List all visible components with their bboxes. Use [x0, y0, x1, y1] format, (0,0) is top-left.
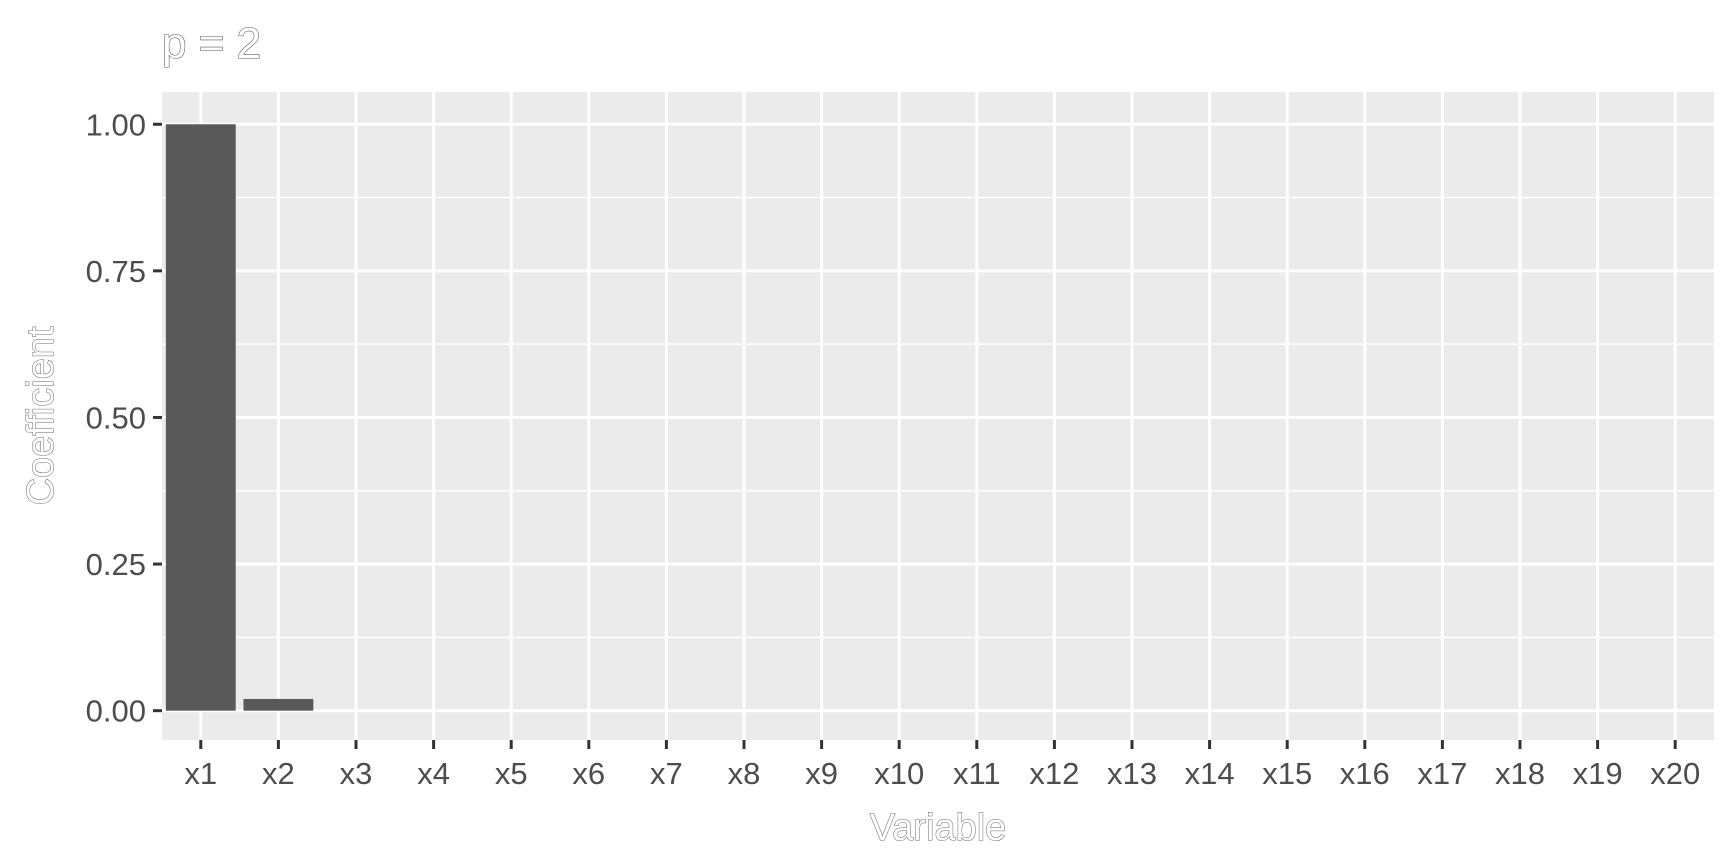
y-tick-label: 0.50 [86, 400, 146, 435]
x-tick-label-x3: x3 [340, 756, 373, 791]
x-tick-label-x10: x10 [874, 756, 924, 791]
x-tick-label-x8: x8 [728, 756, 761, 791]
chart-title: p = 2 [162, 19, 261, 68]
x-tick-label-x2: x2 [262, 756, 295, 791]
y-tick-label: 0.75 [86, 254, 146, 289]
y-axis-title: Coefficient [20, 326, 62, 505]
x-tick-label-x9: x9 [805, 756, 838, 791]
bars [165, 124, 314, 711]
x-tick-label-x16: x16 [1340, 756, 1390, 791]
x-tick-label-x4: x4 [417, 756, 450, 791]
y-tick-label: 0.00 [86, 694, 146, 729]
x-tick-label-x12: x12 [1029, 756, 1079, 791]
x-tick-label-x19: x19 [1573, 756, 1623, 791]
x-axis: x1 x2 x3 x4 x5 x6 x7 x8 x9 x10 x11 x12 x13 x14 x15 x16 x… [184, 740, 1700, 791]
x-tick-label-x6: x6 [572, 756, 605, 791]
x-tick-label-x18: x18 [1495, 756, 1545, 791]
y-tick-label: 0.25 [86, 547, 146, 582]
minor-gridlines [162, 196, 1714, 639]
x-tick-label-x15: x15 [1262, 756, 1312, 791]
x-tick-label-x17: x17 [1417, 756, 1467, 791]
x-axis-title: Variable [870, 807, 1007, 849]
bar-x1 [165, 124, 236, 711]
bar-x2 [243, 698, 314, 711]
y-axis: 0.00 0.25 0.50 0.75 1.00 [86, 107, 162, 729]
x-tick-label-x13: x13 [1107, 756, 1157, 791]
x-tick-label-x11: x11 [953, 756, 1001, 791]
x-tick-label-x20: x20 [1650, 756, 1700, 791]
x-tick-label-x7: x7 [650, 756, 683, 791]
x-tick-label-x1: x1 [184, 756, 217, 791]
x-tick-label-x14: x14 [1185, 756, 1235, 791]
y-tick-label: 1.00 [86, 107, 146, 142]
x-tick-label-x5: x5 [495, 756, 528, 791]
